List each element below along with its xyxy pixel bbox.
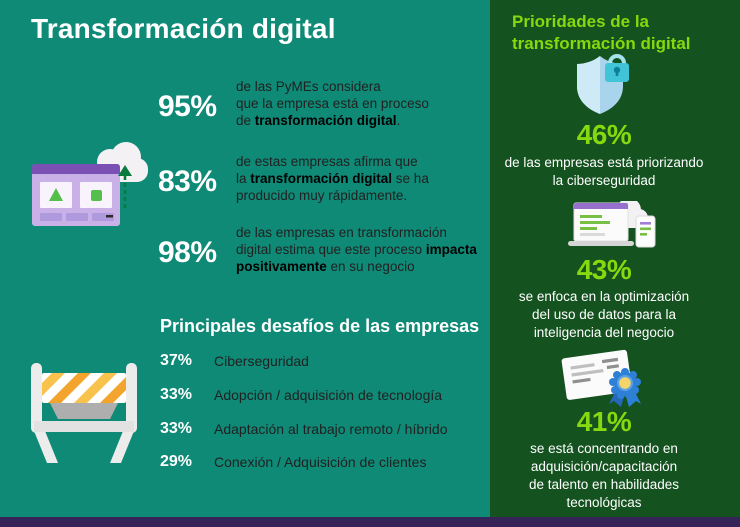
priorities-title: Prioridades de la transformación digital — [512, 12, 691, 53]
stat-description: de estas empresas afirma que la transfor… — [236, 153, 429, 204]
stat-desc-line: la transformación digital se ha — [236, 171, 429, 186]
stat-value: 83% — [158, 165, 217, 198]
construction-barrier-icon — [31, 363, 137, 463]
bottom-accent-bar — [0, 517, 740, 527]
challenge-pct: 29% — [160, 453, 193, 470]
priority-pct: 43% — [576, 254, 632, 285]
stat-desc-line: de las PyMEs considera — [236, 79, 381, 94]
stat-desc-line: positivamente en su negocio — [236, 259, 415, 274]
priorities-panel: Prioridades de la transformación digital… — [490, 0, 740, 517]
laptop-cloud-phone-icon — [490, 201, 718, 253]
stat-block-98: 98% de las empresas en transformación di… — [158, 224, 477, 275]
certificate-award-icon — [490, 346, 718, 408]
challenges-heading: Principales desafíos de las empresas — [160, 316, 480, 336]
stat-description: de las empresas en transformación digita… — [236, 224, 477, 275]
challenge-row: 29% Conexión / Adquisición de clientes — [160, 453, 426, 471]
challenge-label: Conexión / Adquisición de clientes — [214, 454, 427, 470]
priority-description: se enfoca en la optimización del uso de … — [518, 289, 690, 340]
stat-desc-line: de las empresas en transformación — [236, 225, 447, 240]
left-panel: Transformación digital 95% de las Py — [31, 13, 480, 471]
priority-pct: 41% — [576, 406, 632, 437]
challenge-label: Adaptación al trabajo remoto / híbrido — [214, 421, 448, 437]
challenge-row: 33% Adaptación al trabajo remoto / híbri… — [160, 420, 447, 438]
stat-block-83: 83% de estas empresas afirma que la tran… — [158, 153, 429, 204]
stat-desc-line: producido muy rápidamente. — [236, 188, 408, 203]
stat-desc-line: digital estima que este proceso impacta — [236, 242, 477, 257]
stat-desc-line: que la empresa está en proceso — [236, 96, 429, 111]
challenge-row: 37% Ciberseguridad — [160, 352, 309, 370]
challenge-label: Adopción / adquisición de tecnología — [214, 387, 443, 403]
challenge-row: 33% Adopción / adquisición de tecnología — [160, 386, 442, 404]
challenge-pct: 33% — [160, 420, 193, 437]
stat-desc-line: de transformación digital. — [236, 113, 401, 128]
challenge-label: Ciberseguridad — [214, 353, 309, 369]
priority-description: se está concentrando en adquisición/capa… — [528, 441, 680, 510]
window-cloud-upload-icon — [32, 142, 148, 226]
stat-value: 95% — [158, 90, 217, 123]
stat-value: 98% — [158, 236, 217, 269]
priority-description: de las empresas está priorizando la cibe… — [504, 155, 704, 188]
stat-block-95: 95% de las PyMEs considera que la empres… — [158, 78, 429, 129]
challenge-pct: 33% — [160, 386, 193, 403]
shield-lock-icon — [490, 52, 718, 118]
stat-description: de las PyMEs considera que la empresa es… — [236, 78, 429, 129]
challenge-pct: 37% — [160, 352, 193, 369]
priority-pct: 46% — [576, 119, 632, 150]
stat-desc-line: de estas empresas afirma que — [236, 154, 418, 169]
page-title: Transformación digital — [31, 13, 336, 44]
